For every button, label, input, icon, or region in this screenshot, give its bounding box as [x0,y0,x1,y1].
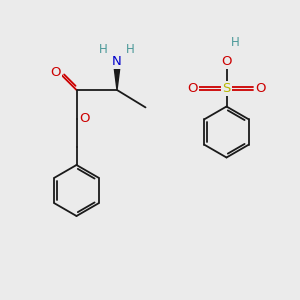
Text: N: N [112,55,122,68]
Text: H: H [99,43,108,56]
Text: H: H [126,43,135,56]
Text: O: O [255,82,266,95]
Text: O: O [80,112,90,125]
Polygon shape [113,61,121,90]
Text: O: O [50,65,61,79]
Text: H: H [230,35,239,49]
Text: O: O [187,82,198,95]
Text: O: O [221,55,232,68]
Text: S: S [222,82,231,95]
